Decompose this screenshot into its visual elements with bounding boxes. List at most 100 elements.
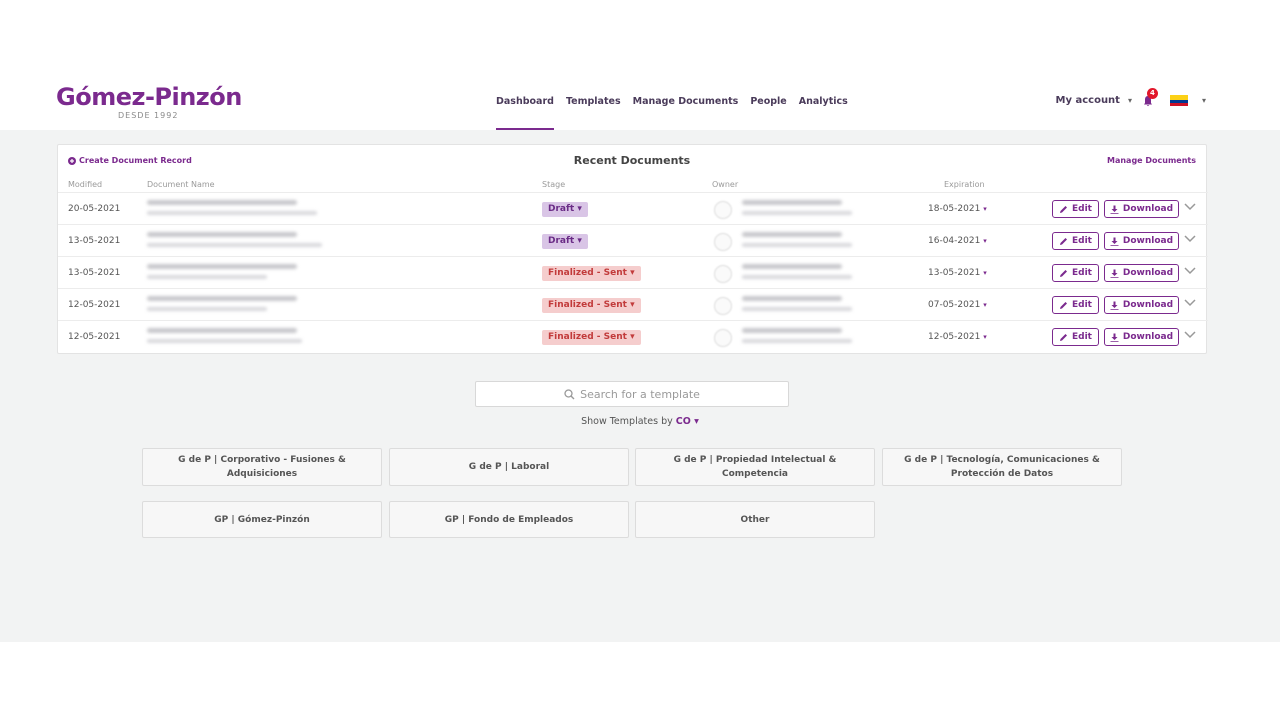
create-document-record-link[interactable]: Create Document Record bbox=[68, 156, 192, 165]
download-label: Download bbox=[1122, 268, 1174, 278]
owner-email-redacted bbox=[742, 211, 852, 215]
row-modified: 20-05-2021 bbox=[68, 204, 121, 214]
expiration-dropdown[interactable]: 16-04-2021 ▾ bbox=[928, 236, 987, 246]
owner-email-redacted bbox=[742, 243, 852, 247]
expiration-dropdown[interactable]: 13-05-2021 ▾ bbox=[928, 268, 987, 278]
chevron-down-icon[interactable] bbox=[1184, 267, 1196, 275]
recent-documents-card: Create Document Record Recent Documents … bbox=[57, 144, 1208, 354]
owner-email-redacted bbox=[742, 339, 852, 343]
template-category-laboral[interactable]: G de P | Laboral bbox=[389, 448, 629, 486]
stage-dropdown[interactable]: Finalized - Sent ▾ bbox=[542, 330, 641, 345]
column-document-name[interactable]: Document Name bbox=[147, 180, 215, 189]
download-button[interactable]: Download bbox=[1104, 264, 1179, 282]
company-logo[interactable]: Gómez-Pinzón DESDE 1992 bbox=[56, 84, 242, 120]
expiration-dropdown[interactable]: 07-05-2021 ▾ bbox=[928, 300, 987, 310]
owner-avatar bbox=[714, 201, 732, 219]
stage-label: Draft bbox=[548, 204, 575, 214]
template-category-propiedad-intelectual[interactable]: G de P | Propiedad Intelectual & Compete… bbox=[635, 448, 875, 486]
download-icon bbox=[1110, 333, 1119, 342]
edit-button[interactable]: Edit bbox=[1052, 296, 1099, 314]
notification-badge: 4 bbox=[1146, 88, 1158, 99]
pencil-icon bbox=[1060, 205, 1067, 213]
table-row[interactable]: 12-05-2021 Finalized - Sent ▾ 12-05-2021… bbox=[58, 320, 1208, 352]
expiration-dropdown[interactable]: 18-05-2021 ▾ bbox=[928, 204, 987, 214]
nav-analytics[interactable]: Analytics bbox=[798, 96, 848, 107]
expiration-date: 12-05-2021 bbox=[928, 332, 981, 342]
template-category-other[interactable]: Other bbox=[635, 501, 875, 538]
document-subtitle-redacted bbox=[147, 307, 267, 311]
notifications-button[interactable]: 4 bbox=[1140, 88, 1158, 108]
expiration-date: 18-05-2021 bbox=[928, 204, 981, 214]
document-subtitle-redacted bbox=[147, 275, 267, 279]
edit-button[interactable]: Edit bbox=[1052, 264, 1099, 282]
logo-text: Gómez-Pinzón bbox=[56, 83, 242, 111]
nav-dashboard[interactable]: Dashboard bbox=[496, 96, 554, 130]
edit-button[interactable]: Edit bbox=[1052, 232, 1099, 250]
row-modified: 12-05-2021 bbox=[68, 300, 121, 310]
download-label: Download bbox=[1122, 204, 1174, 214]
owner-name-redacted bbox=[742, 200, 842, 205]
column-owner[interactable]: Owner bbox=[712, 180, 739, 189]
stage-dropdown[interactable]: Draft ▾ bbox=[542, 202, 588, 217]
column-stage[interactable]: Stage bbox=[542, 180, 566, 189]
template-category-tecnologia[interactable]: G de P | Tecnología, Comunicaciones & Pr… bbox=[882, 448, 1122, 486]
document-name-redacted bbox=[147, 328, 297, 333]
table-row[interactable]: 20-05-2021 Draft ▾ 18-05-2021 ▾ Edit Dow… bbox=[58, 192, 1208, 224]
recent-documents-title: Recent Documents bbox=[573, 154, 691, 167]
download-button[interactable]: Download bbox=[1104, 200, 1179, 218]
owner-name-redacted bbox=[742, 264, 842, 269]
chevron-down-icon[interactable] bbox=[1184, 299, 1196, 307]
row-modified: 12-05-2021 bbox=[68, 332, 121, 342]
edit-button[interactable]: Edit bbox=[1052, 200, 1099, 218]
nav-templates[interactable]: Templates bbox=[565, 96, 621, 107]
stage-label: Finalized - Sent bbox=[548, 332, 627, 342]
expiration-dropdown[interactable]: 12-05-2021 ▾ bbox=[928, 332, 987, 342]
template-search-input[interactable]: Search for a template bbox=[475, 381, 789, 407]
column-modified[interactable]: Modified bbox=[68, 180, 103, 189]
plus-circle-icon bbox=[68, 156, 76, 165]
chevron-down-icon[interactable] bbox=[1184, 331, 1196, 339]
document-subtitle-redacted bbox=[147, 243, 322, 247]
stage-label: Finalized - Sent bbox=[548, 268, 627, 278]
colombia-flag-icon[interactable] bbox=[1169, 94, 1188, 106]
download-button[interactable]: Download bbox=[1104, 328, 1179, 346]
owner-name-redacted bbox=[742, 296, 842, 301]
stage-dropdown[interactable]: Finalized - Sent ▾ bbox=[542, 298, 641, 313]
table-row[interactable]: 13-05-2021 Finalized - Sent ▾ 13-05-2021… bbox=[58, 256, 1208, 288]
template-category-fondo-empleados[interactable]: GP | Fondo de Empleados bbox=[389, 501, 629, 538]
pencil-icon bbox=[1060, 333, 1067, 341]
edit-button[interactable]: Edit bbox=[1052, 328, 1099, 346]
chevron-down-icon[interactable] bbox=[1184, 203, 1196, 211]
stage-dropdown[interactable]: Draft ▾ bbox=[542, 234, 588, 249]
bottom-spacer bbox=[0, 642, 1280, 720]
download-label: Download bbox=[1122, 236, 1174, 246]
download-button[interactable]: Download bbox=[1104, 232, 1179, 250]
search-icon bbox=[564, 388, 575, 399]
owner-name-redacted bbox=[742, 232, 842, 237]
template-category-gomez-pinzon[interactable]: GP | Gómez-Pinzón bbox=[142, 501, 382, 538]
table-row[interactable]: 13-05-2021 Draft ▾ 16-04-2021 ▾ Edit Dow… bbox=[58, 224, 1208, 256]
logo-subtitle: DESDE 1992 bbox=[118, 111, 179, 120]
template-category-corporativo[interactable]: G de P | Corporativo - Fusiones & Adquis… bbox=[142, 448, 382, 486]
download-button[interactable]: Download bbox=[1104, 296, 1179, 314]
my-account-menu[interactable]: My account bbox=[1055, 94, 1120, 106]
search-placeholder: Search for a template bbox=[580, 387, 700, 401]
column-expiration[interactable]: Expiration bbox=[944, 180, 985, 189]
download-icon bbox=[1110, 301, 1119, 310]
caret-down-icon[interactable]: ▾ bbox=[1201, 95, 1206, 105]
country-dropdown[interactable]: CO ▾ bbox=[675, 416, 699, 427]
download-label: Download bbox=[1122, 332, 1174, 342]
chevron-down-icon[interactable] bbox=[1184, 235, 1196, 243]
stage-label: Finalized - Sent bbox=[548, 300, 627, 310]
manage-documents-link[interactable]: Manage Documents bbox=[1106, 156, 1196, 165]
table-row[interactable]: 12-05-2021 Finalized - Sent ▾ 07-05-2021… bbox=[58, 288, 1208, 320]
edit-label: Edit bbox=[1072, 236, 1092, 246]
nav-manage-documents[interactable]: Manage Documents bbox=[632, 96, 739, 107]
nav-people[interactable]: People bbox=[750, 96, 787, 107]
stage-dropdown[interactable]: Finalized - Sent ▾ bbox=[542, 266, 641, 281]
document-name-redacted bbox=[147, 232, 297, 237]
caret-down-icon[interactable]: ▾ bbox=[1127, 95, 1132, 105]
document-name-redacted bbox=[147, 200, 297, 205]
pencil-icon bbox=[1060, 301, 1067, 309]
expiration-date: 13-05-2021 bbox=[928, 268, 981, 278]
